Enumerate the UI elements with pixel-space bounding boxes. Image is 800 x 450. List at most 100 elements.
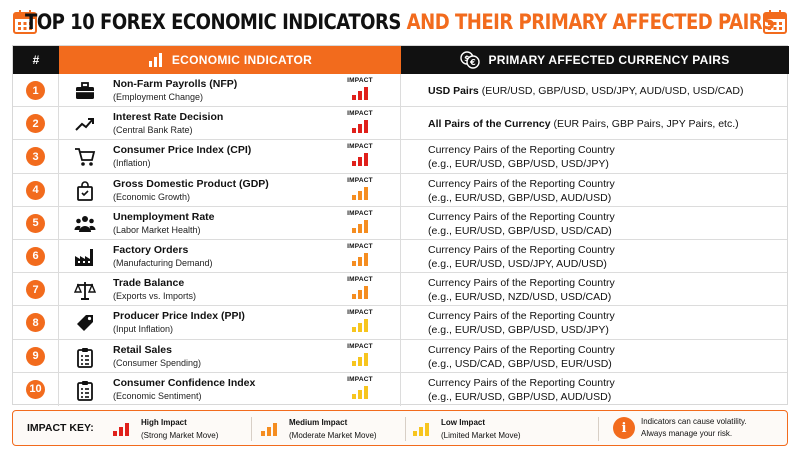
- column-divider: [400, 74, 401, 107]
- table-row: 9 Retail Sales (Consumer Spending) IMPACT Cu…: [13, 339, 787, 373]
- impact-indicator: IMPACT: [343, 243, 377, 266]
- column-header-pairs: $ € PRIMARY AFFECTED CURRENCY PAIRS: [401, 46, 789, 74]
- impact-indicator: IMPACT: [343, 177, 377, 200]
- table-row: 7 Trade Balance (Exports vs. Imports) IMPAC…: [13, 273, 787, 307]
- indicator-subtitle: (Exports vs. Imports): [113, 291, 197, 302]
- impact-label: IMPACT: [347, 209, 373, 217]
- table-row: 10 Consumer Confidence Index (Economic Sen…: [13, 372, 787, 406]
- key-medium-desc: (Moderate Market Move): [289, 431, 377, 440]
- table-row: 2 Interest Rate Decision (Central Bank Rat…: [13, 107, 787, 141]
- table-row: 5 Unemployment Rate (Labor Market Health) I…: [13, 206, 787, 240]
- impact-label: IMPACT: [347, 143, 373, 151]
- header-bar: TOP 10 FOREX ECONOMIC INDICATORS AND THE…: [0, 0, 800, 44]
- affected-pairs-line2: (e.g., EUR/USD, USD/JPY, AUD/USD): [428, 257, 607, 270]
- high-impact-bars-icon: [343, 119, 377, 134]
- column-divider: [58, 140, 59, 173]
- affected-pairs-rest: (EUR/USD, GBP/USD, USD/JPY, AUD/USD, USD…: [478, 85, 744, 97]
- affected-pairs-line1: Currency Pairs of the Reporting Country: [428, 210, 615, 223]
- impact-key: IMPACT KEY: High Impact (Strong Market M…: [12, 410, 788, 446]
- impact-label: IMPACT: [347, 276, 373, 284]
- column-divider: [400, 107, 401, 140]
- low-impact-bars-icon: [343, 318, 377, 333]
- indicator-name: Consumer Price Index (CPI): [113, 144, 252, 157]
- indicator-name: Factory Orders: [113, 243, 189, 256]
- key-divider: [251, 417, 252, 441]
- affected-pairs: All Pairs of the Currency (EUR Pairs, GB…: [428, 118, 739, 130]
- affected-pairs-line2: (e.g., EUR/USD, GBP/USD, USD/CAD): [428, 224, 612, 237]
- column-header-pairs-label: PRIMARY AFFECTED CURRENCY PAIRS: [488, 53, 730, 67]
- affected-pairs-line1: Currency Pairs of the Reporting Country: [428, 310, 615, 323]
- clipboard-icon: [77, 347, 93, 368]
- svg-text:$: $: [465, 54, 471, 63]
- affected-pairs-bold: All Pairs of the Currency: [428, 118, 551, 131]
- currency-exchange-icon: $ €: [460, 51, 481, 69]
- impact-indicator: IMPACT: [343, 77, 377, 100]
- key-medium-label: Medium Impact: [289, 418, 348, 427]
- table-row: 4 Gross Domestic Product (GDP) (Economic G…: [13, 173, 787, 207]
- impact-indicator: IMPACT: [343, 143, 377, 167]
- key-divider: [598, 417, 599, 441]
- people-icon: [74, 215, 96, 232]
- indicator-name: Gross Domestic Product (GDP): [113, 177, 269, 190]
- indicator-subtitle: (Labor Market Health): [113, 224, 201, 235]
- indicator-name: Consumer Confidence Index: [113, 376, 256, 389]
- page-title: TOP 10 FOREX ECONOMIC INDICATORS AND THE…: [25, 10, 775, 34]
- column-divider: [58, 339, 59, 372]
- low-impact-bars-icon: [413, 422, 429, 436]
- column-divider: [58, 173, 59, 206]
- row-number-badge: 7: [26, 280, 45, 300]
- impact-indicator: IMPACT: [343, 376, 377, 399]
- bar-chart-icon: [148, 53, 162, 67]
- affected-pairs: USD Pairs (EUR/USD, GBP/USD, USD/JPY, AU…: [428, 85, 743, 97]
- column-divider: [58, 206, 59, 239]
- indicators-table: # ECONOMIC INDICATOR $ € PRIMARY AFFECTE…: [12, 45, 789, 406]
- column-divider: [58, 74, 59, 107]
- table-row: 1 Non-Farm Payrolls (NFP) (Employment Chan…: [13, 74, 787, 108]
- calendar-icon: [13, 10, 37, 34]
- impact-label: IMPACT: [347, 242, 373, 250]
- risk-note-line2: Always manage your risk.: [641, 429, 733, 438]
- title-part-black: TOP 10 FOREX ECONOMIC INDICATORS: [25, 10, 402, 34]
- medium-impact-bars-icon: [261, 422, 277, 436]
- affected-pairs-line1: Currency Pairs of the Reporting Country: [428, 243, 615, 256]
- price-tag-icon: [77, 315, 93, 332]
- impact-label: IMPACT: [347, 176, 373, 184]
- table-row: 3 Consumer Price Index (CPI) (Inflation) IM…: [13, 140, 787, 174]
- key-high-label: High Impact: [141, 418, 187, 427]
- table-header: # ECONOMIC INDICATOR $ € PRIMARY AFFECTE…: [13, 46, 789, 74]
- impact-label: IMPACT: [347, 77, 373, 84]
- impact-indicator: IMPACT: [343, 210, 377, 233]
- affected-pairs-line1: Currency Pairs of the Reporting Country: [428, 177, 615, 190]
- indicator-name: Non-Farm Payrolls (NFP): [113, 78, 238, 90]
- impact-indicator: IMPACT: [343, 309, 377, 333]
- medium-impact-bars-icon: [343, 285, 377, 300]
- high-impact-bars-icon: [343, 86, 377, 100]
- calendar-icon: [763, 10, 787, 34]
- indicator-subtitle: (Input Inflation): [113, 324, 174, 335]
- row-number-badge: 1: [26, 81, 45, 100]
- column-divider: [400, 206, 401, 239]
- table-row: 8 Producer Price Index (PPI) (Input Inflat…: [13, 306, 787, 340]
- medium-impact-bars-icon: [343, 252, 377, 266]
- affected-pairs-line1: Currency Pairs of the Reporting Country: [428, 376, 615, 389]
- indicator-subtitle: (Economic Sentiment): [113, 390, 202, 401]
- column-divider: [400, 239, 401, 273]
- indicator-subtitle: (Manufacturing Demand): [113, 257, 213, 268]
- indicator-subtitle: (Economic Growth): [113, 191, 191, 202]
- title-part-orange: AND THEIR PRIMARY AFFECTED PAIRS: [406, 10, 776, 34]
- affected-pairs-line2: (e.g., EUR/USD, GBP/USD, USD/JPY): [428, 158, 609, 171]
- indicator-name: Interest Rate Decision: [113, 111, 224, 124]
- impact-label: IMPACT: [347, 110, 373, 118]
- column-divider: [58, 306, 59, 339]
- impact-label: IMPACT: [347, 342, 373, 350]
- factory-icon: [75, 248, 93, 266]
- affected-pairs-line1: Currency Pairs of the Reporting Country: [428, 343, 615, 356]
- column-divider: [400, 140, 401, 173]
- indicator-subtitle: (Inflation): [113, 158, 151, 169]
- row-number-badge: 10: [26, 379, 45, 399]
- table-row: 6 Factory Orders (Manufacturing Demand) IMP…: [13, 239, 787, 274]
- column-divider: [58, 107, 59, 140]
- clipboard-icon: [77, 380, 93, 401]
- affected-pairs-line1: Currency Pairs of the Reporting Country: [428, 277, 615, 290]
- svg-text:€: €: [470, 58, 477, 67]
